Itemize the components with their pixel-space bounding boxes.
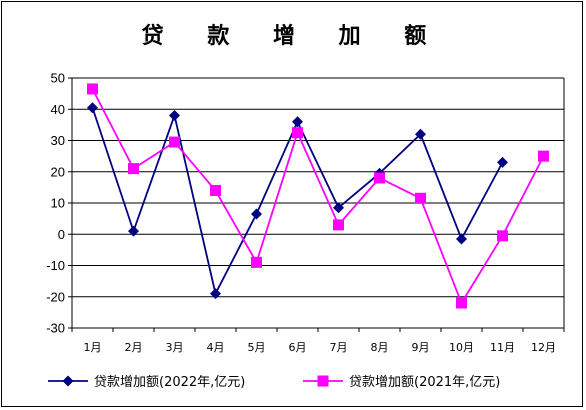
legend-marker-2 <box>317 375 329 387</box>
x-tick-label: 1月 <box>84 341 102 354</box>
series-point-1 <box>87 102 98 114</box>
series-point-2 <box>251 256 262 268</box>
series-point-2 <box>333 219 344 231</box>
x-tick-label: 12月 <box>531 341 556 354</box>
gridlines <box>72 77 564 329</box>
y-tick-label: -30 <box>46 321 65 336</box>
y-tick-label: 50 <box>51 71 65 86</box>
series-point-1 <box>169 110 180 121</box>
series-point-1 <box>128 225 139 237</box>
series-point-2 <box>210 185 221 196</box>
x-tick-label: 2月 <box>125 341 143 354</box>
x-tick-label: 7月 <box>330 341 348 354</box>
series-point-1 <box>292 116 303 128</box>
x-tick-labels: 1月 2月 3月 4月 5月 6月 7月 8月 9月 10月 11月 12月 <box>84 341 557 354</box>
series-point-1 <box>497 156 508 168</box>
legend-label-1: 贷款增加额(2022年,亿元) <box>94 375 245 390</box>
x-tick-label: 10月 <box>449 341 474 354</box>
series-layer <box>87 83 549 309</box>
x-tick-label: 3月 <box>166 341 184 354</box>
series-point-2 <box>374 172 385 184</box>
x-tick-label: 6月 <box>289 341 307 354</box>
series-point-1 <box>415 128 426 140</box>
x-tick-label: 4月 <box>207 341 225 354</box>
series-point-2 <box>538 150 549 162</box>
y-tick-label: 10 <box>51 196 65 211</box>
series-point-1 <box>333 202 344 214</box>
series-point-2 <box>87 83 98 95</box>
series-point-2 <box>415 192 426 204</box>
axes <box>68 77 565 332</box>
series-point-1 <box>251 208 262 220</box>
series-point-1 <box>456 233 467 245</box>
series-point-1 <box>210 288 221 300</box>
series-point-2 <box>169 136 180 148</box>
y-tick-label: 30 <box>51 133 65 148</box>
y-tick-label: 40 <box>51 102 65 117</box>
series-line-2 <box>91 88 545 306</box>
series-point-2 <box>128 163 139 175</box>
y-tick-label: 20 <box>51 164 65 179</box>
legend: 贷款增加额(2022年,亿元) 贷款增加额(2021年,亿元) <box>48 375 500 390</box>
series-point-2 <box>497 230 508 242</box>
x-tick-label: 8月 <box>371 341 389 354</box>
chart-title: 贷 款 增 加 额 <box>141 24 445 49</box>
y-tick-label: 0 <box>58 227 65 242</box>
x-tick-label: 11月 <box>490 341 515 354</box>
legend-label-2: 贷款增加额(2021年,亿元) <box>349 375 500 390</box>
x-tick-label: 9月 <box>412 341 430 354</box>
series-point-2 <box>292 127 303 139</box>
y-tick-labels: 50 40 30 20 10 0 -10 -20 -30 <box>46 71 65 336</box>
series-point-2 <box>456 297 467 309</box>
y-tick-label: -20 <box>46 289 65 304</box>
x-tick-label: 5月 <box>248 341 266 354</box>
legend-marker-1 <box>62 375 74 387</box>
y-tick-label: -10 <box>46 258 65 273</box>
